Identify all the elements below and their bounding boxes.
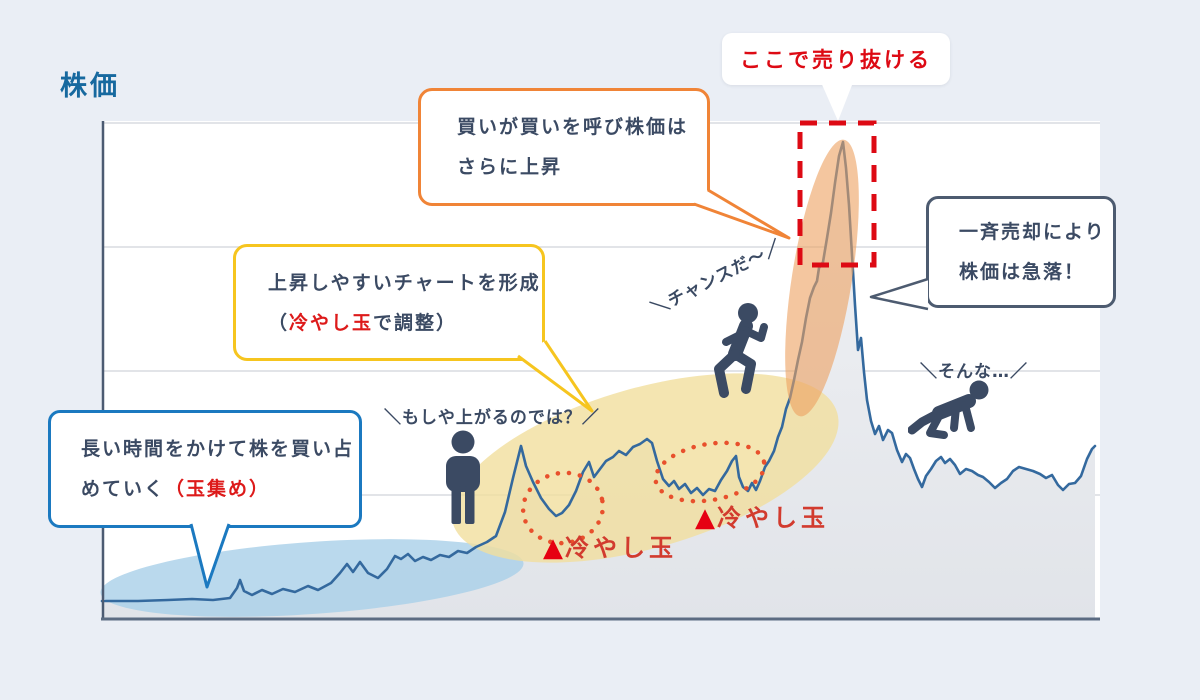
standing-person-icon [446,430,480,524]
callout-rally: 買いが買いを呼び株価は さらに上昇 [418,88,710,206]
callout-accumulate-line2: めていく（玉集め） [81,478,271,500]
note-sonna: ＼そんな…／ [920,362,1028,382]
blowoff-highlight [785,139,859,417]
cooling-label-1: ▲冷やし玉 [543,533,677,563]
callout-accumulate-line1: 長い時間をかけて株を買い占 [81,438,355,460]
sell-here-bubble: ここで売り抜ける [722,33,950,85]
blowoff-zone [785,139,859,417]
triangle-marker-icon: ▲ [543,533,565,563]
sell-here-text: ここで売り抜ける [740,48,932,72]
crawling-person-icon [908,380,989,439]
page-title: 株価 [60,71,120,102]
cooling-label-2: ▲冷やし玉 [695,503,829,533]
cooling-dip-circles [520,440,767,546]
callout-chartform-line2: （冷やし玉で調整） [268,311,458,334]
callout-chart-formation: 上昇しやすいチャートを形成 （冷やし玉で調整） [233,244,545,361]
sell-zone-dashed-rect [797,120,877,268]
running-person-icon [714,303,768,398]
callout-selloff-line1: 一斉売却により [959,221,1106,243]
callout-accumulate: 長い時間をかけて株を買い占 めていく（玉集め） [48,410,362,528]
triangle-marker-icon: ▲ [695,503,717,533]
callout-selloff-line2: 株価は急落！ [959,261,1086,283]
callout-selloff: 一斉売却により 株価は急落！ [926,196,1116,308]
callout-chartform-line1: 上昇しやすいチャートを形成 [268,271,541,294]
base-building-zone [451,373,839,563]
callout-rally-line2: さらに上昇 [457,156,563,178]
note-maybe-rise: ＼もしや上がるのでは？／ [384,408,600,428]
callout-rally-line1: 買いが買いを呼び株価は [457,116,689,138]
